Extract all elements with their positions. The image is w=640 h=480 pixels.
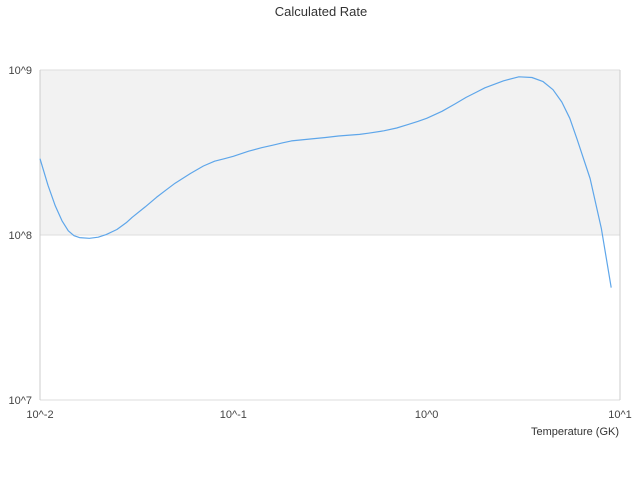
x-axis-label: Temperature (GK) <box>531 426 619 438</box>
y-tick-label: 10^8 <box>8 230 32 242</box>
x-tick-label: 10^1 <box>608 409 632 421</box>
plot-band <box>40 70 620 235</box>
y-tick-label: 10^9 <box>8 65 32 77</box>
x-tick-label: 10^0 <box>415 409 439 421</box>
plot-area <box>39 69 621 401</box>
y-tick-labels: 10^7 10^8 10^9 <box>8 65 32 407</box>
x-tick-label: 10^-2 <box>26 409 53 421</box>
series-line <box>39 76 612 288</box>
chart-title: Calculated Rate <box>275 4 368 19</box>
x-tick-label: 10^-1 <box>220 409 247 421</box>
x-tick-labels: 10^-2 10^-1 10^0 10^1 <box>26 409 631 421</box>
y-tick-label: 10^7 <box>8 395 32 407</box>
